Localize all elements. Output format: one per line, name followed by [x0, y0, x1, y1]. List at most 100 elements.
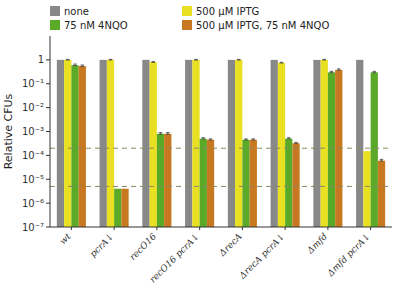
y-tick-label: 10⁻³ — [22, 126, 44, 137]
x-tick — [242, 227, 243, 230]
error-bar — [280, 62, 284, 64]
y-axis-label: Relative CFUs — [2, 93, 15, 169]
x-tick-label: ΔrecA pcrA↓ — [237, 231, 287, 281]
error-bar-cap — [237, 60, 241, 61]
bar — [313, 60, 320, 227]
error-bar-cap — [166, 132, 170, 133]
bar — [100, 60, 107, 227]
error-bar-cap — [201, 139, 205, 140]
error-bar-cap — [237, 59, 241, 60]
error-bar-cap — [159, 134, 163, 135]
error-bar — [372, 71, 376, 72]
y-tick — [46, 131, 50, 132]
x-tick-label: wt — [58, 231, 73, 246]
error-bar-cap — [66, 59, 70, 60]
legend-label: 500 μM IPTG, 75 nM 4NQO — [196, 20, 329, 31]
bar — [150, 62, 157, 227]
x-tick-label: pcrA↓ — [88, 231, 116, 259]
legend-label: 75 nM 4NQO — [64, 20, 128, 31]
error-bar-cap — [322, 59, 326, 60]
error-bar-cap — [166, 134, 170, 135]
bar — [271, 60, 278, 227]
error-bar-cap — [322, 60, 326, 61]
bar — [107, 60, 114, 227]
bar — [114, 189, 121, 227]
error-bar — [194, 59, 198, 61]
x-tick — [199, 227, 200, 230]
error-bar-cap — [280, 62, 284, 63]
error-bar — [337, 69, 341, 70]
reference-line — [50, 148, 392, 149]
error-bar — [209, 139, 213, 140]
error-bar — [294, 142, 298, 143]
bar — [185, 60, 192, 227]
error-bar-cap — [80, 66, 84, 67]
y-tick-label: 10⁻⁴ — [22, 150, 44, 161]
bar — [250, 140, 257, 227]
y-tick-label: 10⁻⁵ — [22, 174, 44, 185]
legend: none500 μM IPTG75 nM 4NQO500 μM IPTG, 75… — [50, 6, 329, 31]
error-bar — [73, 64, 77, 66]
bar — [378, 161, 385, 227]
y-tick — [46, 59, 50, 60]
error-bar — [109, 59, 113, 61]
error-bar-cap — [109, 60, 113, 61]
error-bar-cap — [194, 60, 198, 61]
chart: 10⁻⁷10⁻⁶10⁻⁵10⁻⁴10⁻³10⁻²10⁻¹1wtpcrA↓recO… — [0, 0, 400, 285]
bar — [64, 60, 71, 227]
error-bar-cap — [109, 59, 113, 60]
y-tick-label: 10⁻² — [22, 102, 44, 113]
error-bar-cap — [380, 159, 384, 160]
error-bar-cap — [251, 140, 255, 141]
bar — [235, 60, 242, 227]
error-bar-cap — [294, 142, 298, 143]
error-bar — [251, 139, 255, 140]
bar — [242, 140, 249, 227]
y-tick — [46, 227, 50, 228]
bar — [363, 151, 370, 227]
bar — [71, 65, 78, 227]
x-tick-label: Δmfd — [304, 231, 329, 256]
bar — [371, 72, 378, 227]
plot-area — [50, 59, 392, 227]
error-bar-cap — [287, 137, 291, 138]
error-bar-cap — [251, 138, 255, 139]
error-bar-cap — [159, 132, 163, 133]
error-bar-cap — [80, 65, 84, 66]
bar — [142, 60, 149, 227]
bar — [121, 189, 128, 227]
error-bar-cap — [73, 64, 77, 65]
x-tick-label: recO16 pcrA↓ — [148, 231, 201, 284]
bar — [79, 66, 86, 227]
x-tick — [370, 227, 371, 230]
error-bar — [166, 133, 170, 135]
bar — [356, 60, 363, 227]
error-bar — [287, 138, 291, 139]
error-bar — [159, 133, 163, 135]
error-bar — [66, 59, 70, 61]
bar — [57, 60, 64, 227]
y-tick — [46, 203, 50, 204]
bar — [321, 60, 328, 227]
error-bar-cap — [287, 139, 291, 140]
error-bar-cap — [151, 62, 155, 63]
error-bar — [244, 139, 248, 140]
y-tick-label: 10⁻⁷ — [22, 222, 44, 233]
error-bar-cap — [280, 63, 284, 64]
x-tick — [327, 227, 328, 230]
bar — [285, 139, 292, 227]
error-bar-cap — [337, 70, 341, 71]
legend-label: 500 μM IPTG — [196, 6, 259, 17]
error-bar-cap — [201, 137, 205, 138]
x-tick-label: recO16 — [128, 231, 159, 262]
error-bar-cap — [66, 60, 70, 61]
legend-swatch — [182, 20, 192, 30]
error-bar-cap — [151, 61, 155, 62]
bar — [207, 140, 214, 227]
error-bar-cap — [244, 140, 248, 141]
y-tick — [46, 83, 50, 84]
error-bar — [237, 59, 241, 61]
y-tick-label: 10⁻¹ — [22, 78, 44, 89]
y-tick — [46, 107, 50, 108]
legend-swatch — [50, 6, 60, 16]
